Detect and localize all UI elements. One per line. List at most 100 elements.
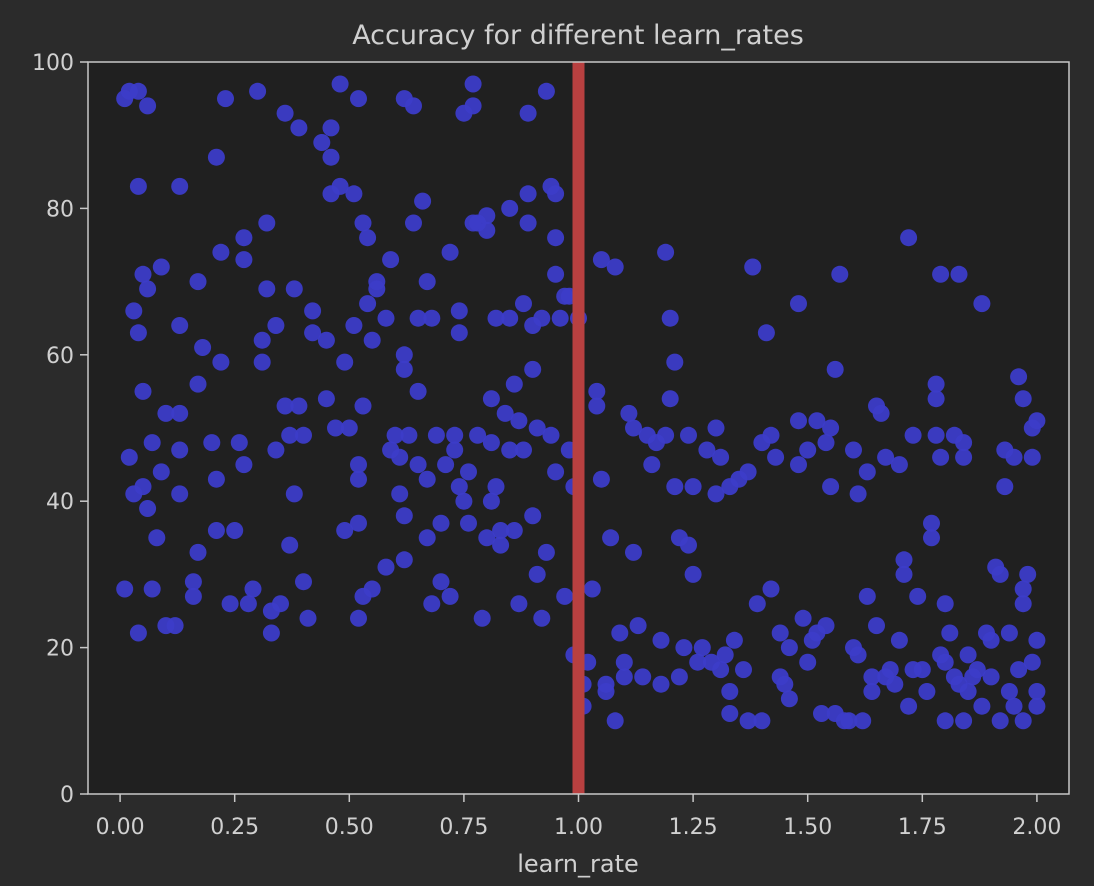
data-point <box>955 434 973 452</box>
data-point <box>460 463 477 481</box>
data-point <box>533 309 551 327</box>
data-point <box>139 500 157 517</box>
data-point <box>290 397 308 415</box>
data-point <box>414 192 432 210</box>
data-point <box>1014 580 1032 598</box>
data-point <box>794 609 812 627</box>
data-point <box>386 426 404 444</box>
data-point <box>592 470 610 488</box>
data-point <box>262 624 280 642</box>
data-point <box>657 243 675 261</box>
data-point <box>739 712 757 730</box>
data-point <box>519 214 537 232</box>
data-point <box>405 214 422 232</box>
data-point <box>661 390 679 408</box>
data-point <box>304 302 322 320</box>
data-point <box>524 507 542 525</box>
data-point <box>487 309 505 327</box>
data-point <box>941 624 959 642</box>
data-point <box>1000 683 1018 700</box>
data-point <box>620 404 638 422</box>
data-point <box>249 82 267 100</box>
data-point <box>139 280 157 298</box>
data-point <box>547 463 565 481</box>
data-point <box>515 295 532 313</box>
x-tick-label: 1.25 <box>669 815 718 840</box>
data-point <box>661 309 679 327</box>
data-point <box>757 324 775 342</box>
data-point <box>331 75 349 93</box>
data-point <box>826 360 844 378</box>
data-point <box>482 492 500 510</box>
data-point <box>354 397 372 415</box>
data-point <box>707 485 725 503</box>
data-point <box>331 177 349 195</box>
data-point <box>464 75 482 93</box>
data-point <box>327 419 344 437</box>
data-point <box>350 470 367 488</box>
data-point <box>139 97 157 115</box>
data-point <box>505 375 523 393</box>
data-point <box>611 624 629 642</box>
data-point <box>1005 448 1023 466</box>
data-point <box>936 712 954 730</box>
x-axis-ticks: 0.00 0.25 0.50 0.75 1.00 1.25 1.50 1.75 2.00 <box>96 794 1061 840</box>
data-point <box>134 382 152 400</box>
x-tick-label: 1.50 <box>783 815 832 840</box>
data-point <box>317 390 335 408</box>
data-point <box>450 324 468 342</box>
data-point <box>625 419 642 437</box>
y-tick-label: 80 <box>46 197 74 222</box>
data-point <box>652 675 670 693</box>
data-point <box>359 295 377 313</box>
data-point <box>391 485 409 503</box>
data-point <box>1010 661 1028 679</box>
data-point <box>1014 595 1032 613</box>
data-point <box>822 478 840 496</box>
data-point <box>854 712 872 730</box>
data-point <box>675 639 693 657</box>
data-point <box>317 331 335 349</box>
data-point <box>790 295 807 313</box>
data-point <box>817 617 835 635</box>
data-point <box>519 104 537 122</box>
data-point <box>799 441 817 459</box>
data-point <box>625 543 642 561</box>
data-point <box>212 353 230 371</box>
data-point <box>547 265 565 283</box>
data-point <box>982 668 1000 686</box>
data-point <box>391 448 409 466</box>
x-tick-label: 2.00 <box>1012 815 1061 840</box>
data-point <box>537 543 555 561</box>
data-point <box>813 705 830 722</box>
data-point <box>890 456 908 474</box>
data-point <box>858 463 876 481</box>
data-point <box>152 463 170 481</box>
data-point <box>597 683 615 700</box>
data-point <box>872 404 890 422</box>
data-point <box>395 507 413 525</box>
data-point <box>120 448 138 466</box>
data-point <box>657 426 675 444</box>
data-point <box>1023 448 1041 466</box>
data-point <box>863 683 881 700</box>
data-point <box>932 265 950 283</box>
data-point <box>189 543 207 561</box>
data-point <box>276 397 294 415</box>
data-point <box>973 295 991 313</box>
data-point <box>537 82 555 100</box>
data-point <box>1028 631 1046 649</box>
data-point <box>194 339 212 356</box>
data-point <box>184 573 202 591</box>
data-point <box>235 229 253 247</box>
data-point <box>666 478 684 496</box>
data-point <box>780 639 798 657</box>
data-point <box>446 441 464 459</box>
data-point <box>482 390 500 408</box>
data-point <box>336 353 354 371</box>
data-point <box>744 258 762 276</box>
y-tick-label: 20 <box>46 637 74 662</box>
y-tick-label: 100 <box>32 51 74 76</box>
data-point <box>721 705 739 722</box>
